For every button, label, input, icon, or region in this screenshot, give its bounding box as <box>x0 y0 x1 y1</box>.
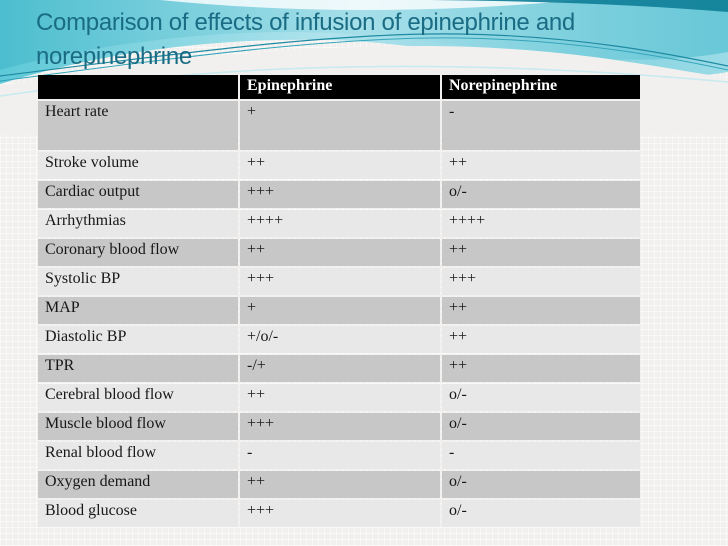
row-label: Systolic BP <box>38 268 238 295</box>
norepinephrine-value: ++++ <box>442 210 640 237</box>
table-row-blood-glucose: Blood glucose +++ o/- <box>38 500 640 527</box>
epinephrine-value: + <box>240 297 440 324</box>
norepinephrine-value: - <box>442 101 640 150</box>
epinephrine-value: +++ <box>240 500 440 527</box>
table-header-epinephrine: Epinephrine <box>240 75 440 99</box>
epinephrine-value: ++ <box>240 471 440 498</box>
epinephrine-value: +++ <box>240 181 440 208</box>
table-row-diastolic-bp: Diastolic BP +/o/- ++ <box>38 326 640 353</box>
wave-accent-line-1 <box>0 33 728 77</box>
table-row-tpr: TPR -/+ ++ <box>38 355 640 382</box>
row-label: Diastolic BP <box>38 326 238 353</box>
row-label: Blood glucose <box>38 500 238 527</box>
row-label: Cerebral blood flow <box>38 384 238 411</box>
table-header-blank <box>38 75 238 99</box>
epinephrine-value: +++ <box>240 268 440 295</box>
epinephrine-value: ++ <box>240 152 440 179</box>
table-row-cardiac-output: Cardiac output +++ o/- <box>38 181 640 208</box>
row-label: Oxygen demand <box>38 471 238 498</box>
table-row-cerebral-blood-flow: Cerebral blood flow ++ o/- <box>38 384 640 411</box>
epinephrine-value: +/o/- <box>240 326 440 353</box>
wave-accent-line-2 <box>0 37 728 82</box>
row-label: Renal blood flow <box>38 442 238 469</box>
norepinephrine-value: o/- <box>442 384 640 411</box>
wave-white-top-streak <box>160 0 580 10</box>
row-label: Heart rate <box>38 101 238 150</box>
wave-dark-top-sliver <box>430 0 728 12</box>
table-row-map: MAP + ++ <box>38 297 640 324</box>
table-row-arrhythmias: Arrhythmias ++++ ++++ <box>38 210 640 237</box>
norepinephrine-value: ++ <box>442 152 640 179</box>
row-label: Stroke volume <box>38 152 238 179</box>
table-header-row: Epinephrine Norepinephrine <box>38 75 640 99</box>
norepinephrine-value: ++ <box>442 297 640 324</box>
table-row-systolic-bp: Systolic BP +++ +++ <box>38 268 640 295</box>
epinephrine-value: ++ <box>240 239 440 266</box>
row-label: MAP <box>38 297 238 324</box>
comparison-table: Epinephrine Norepinephrine Heart rate + … <box>36 73 642 529</box>
row-label: Coronary blood flow <box>38 239 238 266</box>
epinephrine-value: - <box>240 442 440 469</box>
row-label: Arrhythmias <box>38 210 238 237</box>
table-row-muscle-blood-flow: Muscle blood flow +++ o/- <box>38 413 640 440</box>
norepinephrine-value: ++ <box>442 326 640 353</box>
norepinephrine-value: ++ <box>442 355 640 382</box>
norepinephrine-value: o/- <box>442 181 640 208</box>
table-row-renal-blood-flow: Renal blood flow - - <box>38 442 640 469</box>
epinephrine-value: +++ <box>240 413 440 440</box>
row-label: TPR <box>38 355 238 382</box>
table-row-coronary-blood-flow: Coronary blood flow ++ ++ <box>38 239 640 266</box>
norepinephrine-value: +++ <box>442 268 640 295</box>
slide-title: Comparison of effects of infusion of epi… <box>36 9 575 70</box>
norepinephrine-value: o/- <box>442 471 640 498</box>
norepinephrine-value: ++ <box>442 239 640 266</box>
table-row-stroke-volume: Stroke volume ++ ++ <box>38 152 640 179</box>
row-label: Cardiac output <box>38 181 238 208</box>
table-header-norepinephrine: Norepinephrine <box>442 75 640 99</box>
norepinephrine-value: o/- <box>442 413 640 440</box>
norepinephrine-value: o/- <box>442 500 640 527</box>
norepinephrine-value: - <box>442 442 640 469</box>
table-row-heart-rate: Heart rate + - <box>38 101 640 150</box>
epinephrine-value: ++ <box>240 384 440 411</box>
epinephrine-value: -/+ <box>240 355 440 382</box>
table-row-oxygen-demand: Oxygen demand ++ o/- <box>38 471 640 498</box>
row-label: Muscle blood flow <box>38 413 238 440</box>
epinephrine-value: ++++ <box>240 210 440 237</box>
epinephrine-value: + <box>240 101 440 150</box>
